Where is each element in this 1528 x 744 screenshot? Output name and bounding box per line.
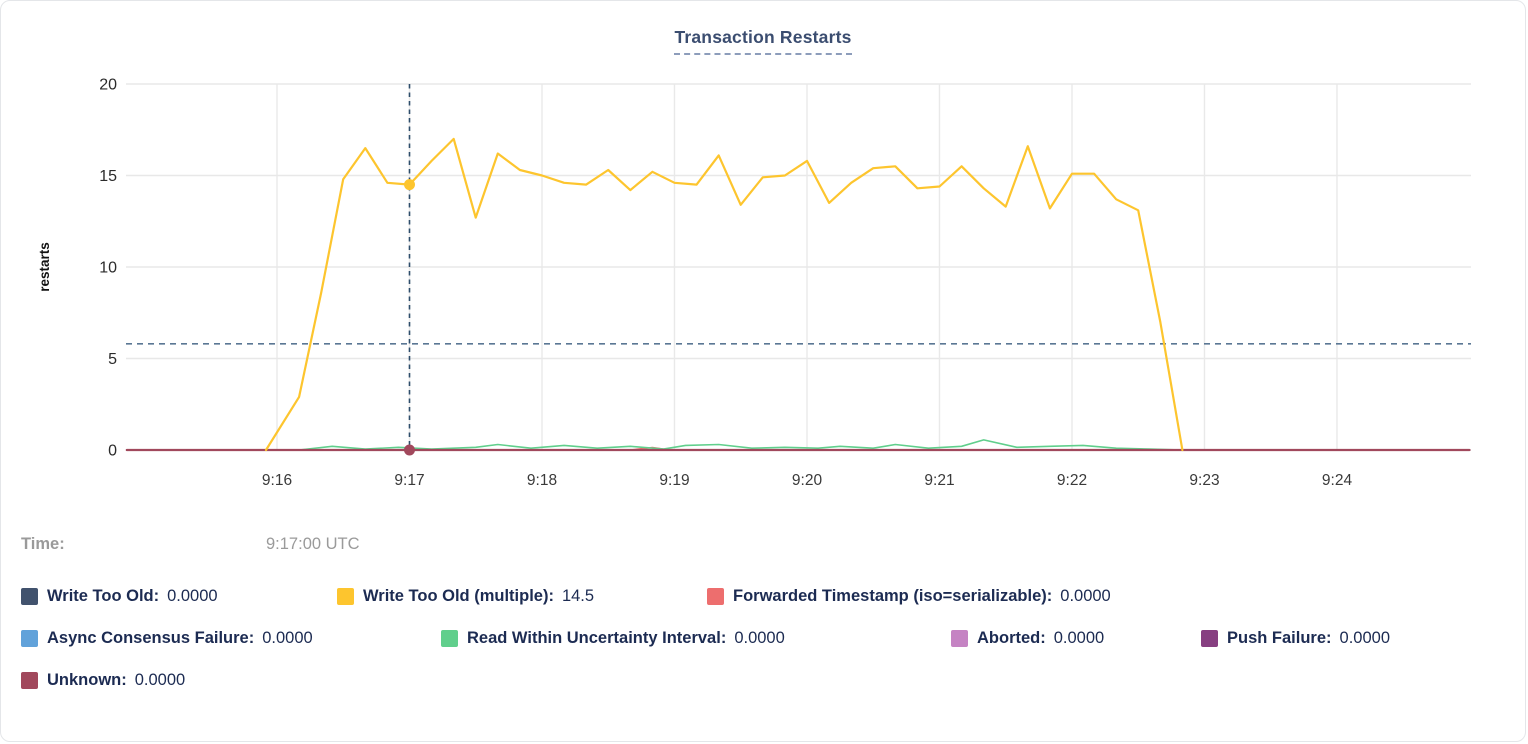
y-tick-label: 20 [99,77,117,94]
legend-row: Unknown: 0.0000 [21,671,1525,690]
legend-item-forwarded-timestamp-iso-serializable-: Forwarded Timestamp (iso=serializable): 0… [707,587,1111,606]
x-tick-label: 9:17 [394,472,424,489]
legend-swatch-icon [337,588,354,605]
legend-item-aborted: Aborted: 0.0000 [951,629,1201,648]
legend-row: Async Consensus Failure: 0.0000 Read Withi… [21,629,1525,648]
legend-series-name: Read Within Uncertainty Interval: [467,629,727,647]
legend-swatch-icon [951,630,968,647]
hover-marker [403,444,415,456]
time-label: Time: [21,535,65,553]
legend-swatch-icon [441,630,458,647]
x-tick-label: 9:23 [1189,472,1219,489]
time-value: 9:17:00 UTC [266,535,360,553]
chart-header: Transaction Restarts [1,1,1525,61]
hover-marker [403,179,415,191]
legend-series-value: 0.0000 [134,671,186,689]
transaction-restarts-chart[interactable]: 0 5 10 15 20 9:16 9:17 9:18 9:19 9:20 9:21 9:22 9:23… [1,61,1526,503]
legend-series-name: Write Too Old: [47,587,160,605]
legend-swatch-icon [707,588,724,605]
legend-swatch-icon [21,588,38,605]
legend-item-async-consensus-failure: Async Consensus Failure: 0.0000 [21,629,441,648]
legend-series-name: Write Too Old (multiple): [363,587,554,605]
legend-item-write-too-old-multiple-: Write Too Old (multiple): 14.5 [337,587,707,606]
legend-item-unknown: Unknown: 0.0000 [21,671,185,690]
y-tick-label: 10 [99,260,117,277]
legend-item-read-within-uncertainty-interval: Read Within Uncertainty Interval: 0.0000 [441,629,951,648]
x-tick-label: 9:18 [527,472,557,489]
x-tick-label: 9:21 [924,472,954,489]
legend-row: Write Too Old: 0.0000 Write Too Old (multi… [21,587,1525,606]
y-tick-label: 0 [108,443,117,460]
legend-series-value: 14.5 [561,587,595,605]
chart-title[interactable]: Transaction Restarts [674,27,852,55]
y-tick-label: 5 [108,351,117,368]
legend-series-name: Aborted: [977,629,1046,647]
legend-series-name: Async Consensus Failure: [47,629,255,647]
legend-swatch-icon [1201,630,1218,647]
legend-series-value: 0.0000 [1060,587,1111,605]
legend-series-name: Unknown: [47,671,127,689]
hover-time-readout: Time: 9:17:00 UTC [1,535,1525,554]
legend-series-name: Push Failure: [1227,629,1332,647]
legend-series-value: 0.0000 [167,587,218,605]
y-axis-label: restarts [37,242,52,292]
y-tick-label: 15 [99,168,117,185]
chart-legend: Write Too Old: 0.0000 Write Too Old (multi… [1,587,1525,690]
legend-series-value: 0.0000 [262,629,313,647]
x-tick-label: 9:22 [1057,472,1087,489]
series-line-write-too-old-multiple- [264,137,1184,452]
legend-series-value: 0.0000 [1339,629,1390,647]
legend-series-value: 0.0000 [1053,629,1105,647]
x-tick-label: 9:20 [792,472,823,489]
legend-series-value: 0.0000 [734,629,785,647]
x-tick-label: 9:24 [1322,472,1353,489]
legend-swatch-icon [21,672,38,689]
series-line-read-within-uncertainty-interval [126,439,1471,451]
x-tick-label: 9:19 [659,472,689,489]
legend-series-name: Forwarded Timestamp (iso=serializable): [733,587,1053,605]
legend-item-write-too-old: Write Too Old: 0.0000 [21,587,337,606]
x-tick-label: 9:16 [262,472,292,489]
legend-item-push-failure: Push Failure: 0.0000 [1201,629,1390,648]
legend-swatch-icon [21,630,38,647]
